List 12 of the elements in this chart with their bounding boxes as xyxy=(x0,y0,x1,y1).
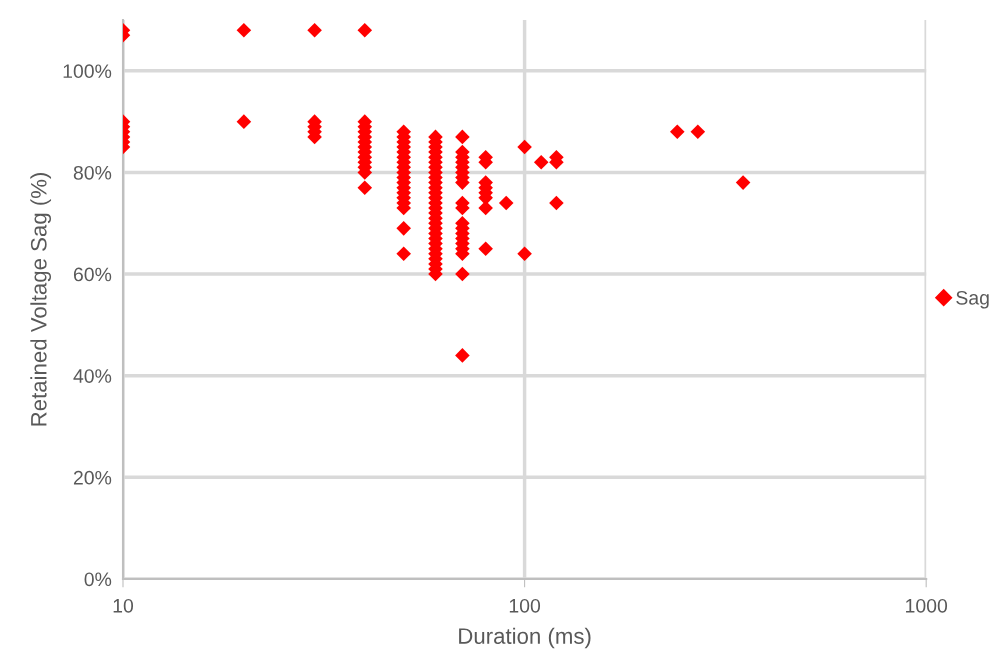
y-tick-label: 0% xyxy=(84,572,112,587)
y-tick-label: 100% xyxy=(63,64,112,79)
y-axis-title: Retained Voltage Sag (%) xyxy=(30,172,52,426)
x-tick-label: 10 xyxy=(113,598,134,613)
y-tick-label: 20% xyxy=(73,470,112,485)
x-tick-label: 100 xyxy=(509,598,541,613)
y-tick-label: 60% xyxy=(73,267,112,282)
x-tick-label: 1000 xyxy=(906,598,948,613)
x-axis-title: Duration (ms) xyxy=(459,627,591,649)
y-tick-label: 40% xyxy=(73,369,112,383)
legend-label: Sag xyxy=(956,290,989,309)
y-tick-label: 80% xyxy=(73,165,112,180)
